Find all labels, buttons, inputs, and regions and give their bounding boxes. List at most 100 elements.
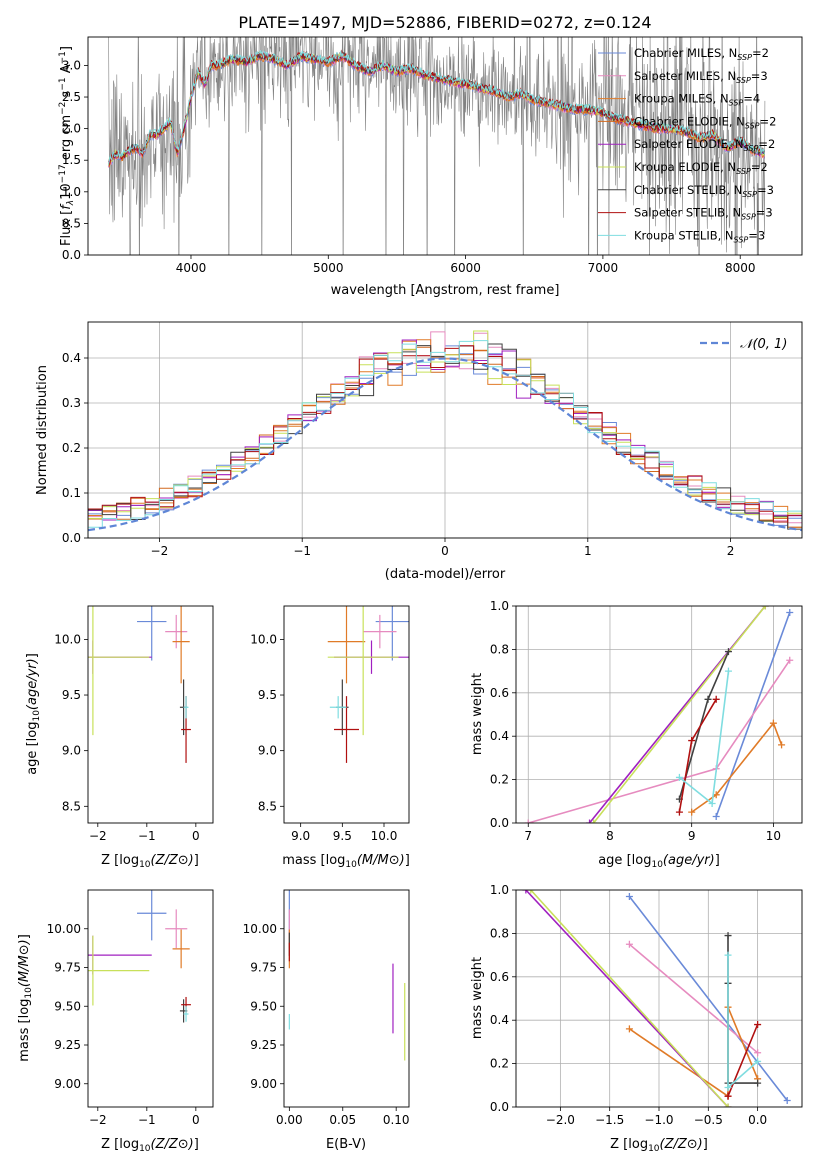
weight-marker [524,819,532,823]
legend-entry: Kroupa ELODIE, NSSP=2 [634,160,768,176]
plot-area [88,606,191,763]
y-tick-label: 1.0 [62,185,81,199]
axes-frame [515,889,803,1108]
residual-histogram-panel: −2 −1 0 1 2 0.0 0.1 0.2 0.3 0.4 𝒩(0, 1) (data-model… [35,321,803,582]
x-tick-label: 8 [606,829,614,843]
weight-marker [688,808,696,816]
label-part: (M/M⊙) [17,939,32,987]
weight-marker [786,656,794,664]
y-tick-label: 0.2 [62,441,81,455]
x-tick-label: −2 [89,1113,107,1127]
weight-marker [724,667,732,675]
legend-entry: 𝒩(0, 1) [740,337,787,352]
axis-label: Z [log10(Z/Z⊙)] [610,1137,708,1154]
label-part: −17 [58,164,68,183]
x-tick-label: 2 [727,544,735,558]
y-tick-label: 9.25 [250,1038,277,1052]
weight-marker [590,819,598,823]
weight-marker [712,812,720,820]
y-axis-label: Normed distribution [35,365,50,495]
x-tick-label: 10.0 [371,829,398,843]
y-tick-label: 0.4 [62,351,81,365]
y-tick-label: 9.00 [250,1077,277,1091]
label-part: erg cm [59,115,74,164]
label-part: s [59,90,74,101]
label-part: ] [25,653,40,658]
y-axis-label: Flux [fλ10−17 erg cm−2 s−1 A−1] [58,46,76,246]
x-axis-label: wavelength [Angstrom, rest frame] [331,283,560,298]
label-part: (M/M⊙) [357,853,405,868]
legend-entry: Chabrier MILES, NSSP=2 [634,46,769,62]
label-part: Z [log [610,1137,648,1152]
mass-vs-extinction-panel: 0.00 0.05 0.10 9.00 9.25 9.50 9.75 10.00 E(B-V) [243,889,410,1152]
y-tick-label: 0.0 [490,1100,509,1114]
x-tick-label: 1 [584,544,592,558]
weight-marker [675,773,683,781]
legend-text: =4 [743,92,760,106]
y-tick-label: 10.0 [250,632,277,646]
weight-marker [761,606,769,610]
y-tick-label: 0.0 [62,248,81,262]
x-tick-label: 6000 [450,261,481,275]
weight-marker [754,1021,762,1029]
axis-label: mass [log10(M/M⊙)] [282,853,410,870]
legend-sub: SSP [742,190,757,199]
y-tick-label: 10.00 [243,922,277,936]
label-part: 10 [59,183,74,200]
x-tick-label: 0 [192,829,200,843]
legend-entry: Salpeter ELODIE, NSSP=2 [634,137,775,153]
weight-line [528,659,791,823]
x-tick-label: 0.05 [329,1113,356,1127]
label-sub: 10 [345,860,357,870]
x-axis-label: (data-model)/error [385,567,506,582]
weight-marker [754,1057,762,1065]
legend-entry: Salpeter STELIB, NSSP=3 [634,206,773,222]
histogram-step [88,340,802,538]
y-tick-label: 0.2 [490,773,509,787]
x-tick-label: 9.0 [291,829,310,843]
axes-frame [283,605,410,824]
y-tick-label: 3.0 [62,58,81,72]
axes-frame [283,889,410,1108]
y-tick-label: 9.25 [54,1038,81,1052]
y-tick-label: 1.0 [490,599,509,613]
axes-frame [87,889,214,1108]
weight-marker [769,719,777,727]
age-vs-mass-panel: 9.0 9.5 10.0 8.5 9.0 9.5 10.0 mass [log10(M/M⊙)… [250,605,410,870]
axes-frame [87,36,803,256]
y-tick-label: 2.5 [62,90,81,104]
x-tick-label: −2 [89,829,107,843]
label-sub: 10 [139,1144,151,1154]
weight-line [727,1024,759,1097]
weight-marker [708,799,716,807]
legend-sub: SSP [729,99,744,108]
x-tick-label: 8000 [725,261,756,275]
x-tick-label: 4000 [176,261,207,275]
label-sub: 10 [32,710,42,722]
legend-text: =2 [752,46,769,60]
legend-text: Salpeter ELODIE, N [634,137,744,151]
y-tick-label: 10.0 [54,632,81,646]
legend-text: =3 [757,183,774,197]
y-tick-label: 0.4 [490,1013,509,1027]
y-tick-label: 0.6 [490,686,509,700]
legend-text: =2 [751,160,768,174]
y-tick-label: 10.00 [47,922,81,936]
legend-text: Kroupa MILES, N [634,92,729,106]
weight-marker [724,1103,732,1107]
plot-area [288,890,406,1061]
weight-marker [754,1049,762,1057]
y-tick-label: 9.0 [62,744,81,758]
weight-line [530,890,729,1107]
weight-marker [786,609,794,617]
x-tick-label: 9 [688,829,696,843]
label-part: (age/yr) [663,853,715,868]
weight-marker [724,932,732,940]
x-tick-label: −1.5 [595,1113,624,1127]
legend-entry: Kroupa STELIB, NSSP=3 [634,228,765,244]
axis-label: mass weight [470,673,485,755]
weight-marker [724,951,732,959]
weight-marker [704,695,712,703]
label-part: age [log [25,722,40,775]
